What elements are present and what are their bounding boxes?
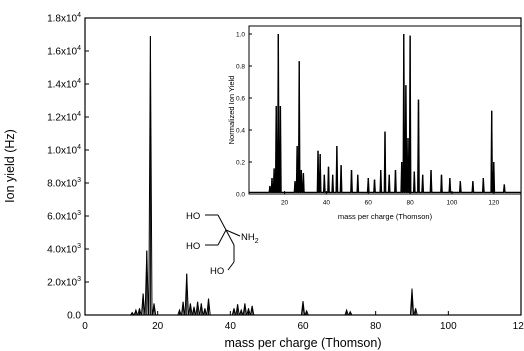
inset-plot: 0.0 0.2 0.4 0.6 0.8 1.0 20 40 60 80 100 120 mass p… — [227, 25, 522, 221]
x-tick-label: 120 — [513, 321, 524, 332]
x-tick-label: 20 — [281, 200, 289, 207]
x-tick-label: 60 — [365, 200, 373, 207]
y-tick-label: 0.4 — [236, 127, 245, 134]
y-tick-label: 0.6 — [236, 95, 245, 102]
y-tick-label: 1.2x104 — [47, 111, 81, 124]
x-tick-label: 80 — [370, 321, 382, 332]
x-tick-label: 100 — [447, 200, 458, 207]
bond — [217, 214, 227, 231]
x-tick-label: 60 — [297, 321, 309, 332]
x-tick-label: 100 — [440, 321, 457, 332]
y-tick-label: 6.0x103 — [47, 210, 81, 223]
main-y-axis: 0.0 2.0x103 4.0x103 6.0x103 8.0x103 1.0x104 1.… — [47, 12, 89, 322]
x-tick-label: 80 — [406, 200, 414, 207]
main-plot: 0.0 2.0x103 4.0x103 6.0x103 8.0x103 1.0x104 1.… — [3, 12, 524, 350]
x-tick-label: 120 — [488, 200, 499, 207]
y-tick-label: 1.4x104 — [47, 78, 81, 91]
bond — [217, 229, 227, 246]
inset-y-axis: 0.0 0.2 0.4 0.6 0.8 1.0 — [236, 31, 252, 198]
bond — [227, 261, 235, 271]
x-tick-label: 20 — [152, 321, 164, 332]
y-tick-label: 1.0 — [236, 31, 245, 38]
main-series — [85, 36, 521, 316]
inset-series — [249, 33, 521, 194]
molecule-label-ho-top: HO — [186, 211, 200, 222]
main-y-axis-title: Ion yield (Hz) — [3, 129, 17, 203]
y-tick-label: 0.2 — [236, 159, 245, 166]
main-x-axis-title: mass per charge (Thomson) — [224, 336, 381, 350]
y-tick-label: 0.0 — [67, 311, 81, 322]
y-tick-label: 8.0x103 — [47, 177, 81, 190]
molecule-label-amine: NH2 — [241, 232, 259, 245]
bond — [225, 229, 241, 237]
bond — [225, 229, 235, 246]
x-tick-label: 40 — [225, 321, 237, 332]
molecule-label-ho-bottom: HO — [210, 266, 224, 277]
molecule-structure — [205, 214, 241, 271]
y-tick-label: 2.0x103 — [47, 276, 81, 289]
y-tick-label: 1.8x104 — [47, 12, 81, 25]
y-tick-label: 1.6x104 — [47, 45, 81, 58]
inset-y-axis-title: Normalized Ion Yield — [227, 76, 236, 145]
molecule-label-ho-mid: HO — [186, 241, 200, 252]
x-tick-label: 0 — [82, 321, 88, 332]
y-tick-label: 0.8 — [236, 63, 245, 70]
y-tick-label: 1.0x104 — [47, 144, 81, 157]
inset-x-axis-title: mass per charge (Thomson) — [338, 212, 433, 221]
y-tick-label: 4.0x103 — [47, 243, 81, 256]
y-tick-label: 0.0 — [236, 191, 245, 198]
x-tick-label: 40 — [323, 200, 331, 207]
